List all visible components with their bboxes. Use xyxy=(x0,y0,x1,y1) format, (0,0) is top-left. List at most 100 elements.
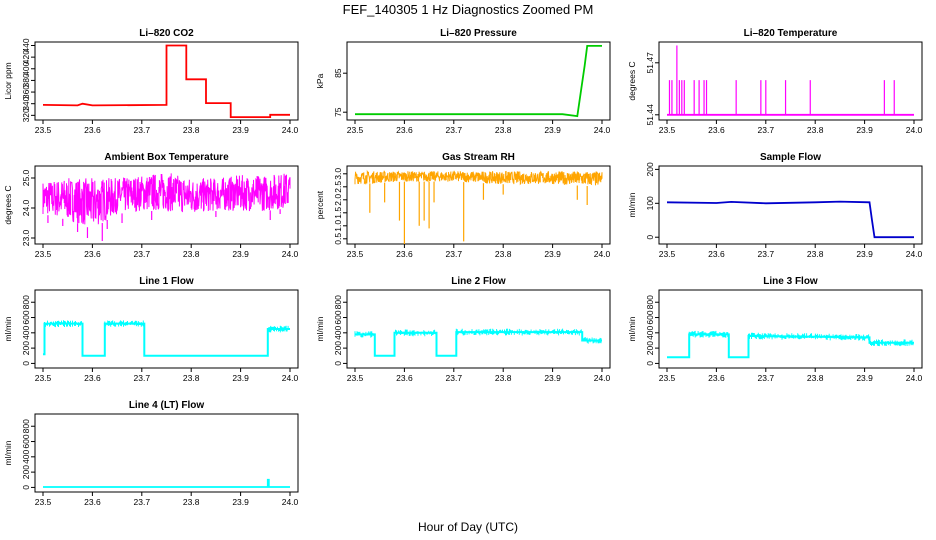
y-axis-label: ml/min xyxy=(3,316,13,341)
y-tick-label: 200 xyxy=(645,162,655,176)
panel-title: Line 2 Flow xyxy=(451,276,506,287)
y-axis-label: ml/min xyxy=(627,192,637,217)
x-tick-label: 23.6 xyxy=(708,373,725,383)
y-tick-label: 400 xyxy=(645,325,655,339)
x-tick-label: 23.6 xyxy=(84,497,101,507)
y-tick-label: 200 xyxy=(333,341,343,355)
x-tick-label: 23.8 xyxy=(807,125,824,135)
x-tick-label: 23.9 xyxy=(544,125,561,135)
x-tick-label: 23.5 xyxy=(347,125,364,135)
y-tick-label: 360 xyxy=(21,85,31,99)
x-tick-label: 23.6 xyxy=(396,373,413,383)
x-tick-label: 23.5 xyxy=(35,497,52,507)
y-tick-label: 600 xyxy=(21,310,31,324)
x-tick-label: 23.6 xyxy=(708,249,725,259)
y-tick-label: 25.0 xyxy=(21,169,31,186)
x-tick-label: 23.8 xyxy=(495,249,512,259)
x-tick-label: 24.0 xyxy=(282,249,299,259)
panel-8: Line 2 Flow 23.5 23.6 23.7 23.8 23.9 24.0 0 200 4… xyxy=(315,276,611,383)
y-tick-label: 440 xyxy=(21,38,31,52)
x-tick-label: 23.9 xyxy=(856,373,873,383)
y-tick-label: 0.5 xyxy=(333,233,343,245)
plot-frame xyxy=(34,413,299,493)
y-tick-label: 800 xyxy=(21,419,31,433)
x-tick-label: 23.5 xyxy=(659,249,676,259)
y-tick-label: 23.0 xyxy=(21,229,31,246)
x-tick-label: 23.8 xyxy=(807,249,824,259)
x-tick-label: 23.6 xyxy=(84,373,101,383)
x-tick-label: 23.8 xyxy=(183,373,200,383)
plot-frame xyxy=(34,165,299,245)
x-tick-label: 23.9 xyxy=(232,497,249,507)
y-tick-label: 380 xyxy=(21,73,31,87)
y-axis-label: ml/min xyxy=(3,440,13,465)
panel-title: Line 3 Flow xyxy=(763,276,818,287)
y-tick-label: 0 xyxy=(645,361,655,366)
x-tick-label: 23.8 xyxy=(183,249,200,259)
x-tick-label: 23.9 xyxy=(856,125,873,135)
x-tick-label: 23.7 xyxy=(446,125,463,135)
y-tick-label: 400 xyxy=(21,449,31,463)
y-tick-label: 51.44 xyxy=(645,104,655,126)
y-tick-label: 200 xyxy=(21,465,31,479)
x-tick-label: 24.0 xyxy=(282,373,299,383)
x-tick-label: 24.0 xyxy=(594,125,611,135)
x-tick-label: 23.8 xyxy=(183,125,200,135)
y-tick-label: 1.0 xyxy=(333,220,343,232)
y-tick-label: 24.0 xyxy=(21,199,31,216)
y-tick-label: 0 xyxy=(21,485,31,490)
x-tick-label: 23.5 xyxy=(35,249,52,259)
panel-title: Li–820 Temperature xyxy=(744,28,838,39)
panel-title: Li–820 Pressure xyxy=(440,28,517,39)
y-axis-label: Licor ppm xyxy=(3,62,13,99)
x-tick-label: 24.0 xyxy=(906,373,923,383)
series-line xyxy=(355,45,602,118)
series-line xyxy=(43,322,290,357)
y-tick-label: 2.0 xyxy=(333,194,343,206)
x-tick-label: 23.6 xyxy=(84,249,101,259)
x-tick-label: 24.0 xyxy=(282,497,299,507)
series-noise-band xyxy=(354,169,603,186)
y-tick-label: 400 xyxy=(21,325,31,339)
panel-1: Li–820 CO2 23.5 23.6 23.7 23.8 23.9 24.0 320340… xyxy=(3,28,299,135)
x-tick-label: 23.5 xyxy=(659,373,676,383)
x-tick-label: 23.9 xyxy=(232,125,249,135)
x-tick-label: 23.8 xyxy=(807,373,824,383)
panel-5: Gas Stream RH 23.5 23.6 23.7 23.8 23.9 24.0 0.5… xyxy=(315,152,611,259)
panel-title: Li–820 CO2 xyxy=(139,28,194,39)
y-tick-label: 200 xyxy=(645,341,655,355)
x-tick-label: 23.7 xyxy=(134,249,151,259)
x-tick-label: 23.7 xyxy=(758,249,775,259)
x-tick-label: 23.7 xyxy=(134,497,151,507)
series-line xyxy=(42,44,290,118)
y-tick-label: 200 xyxy=(21,341,31,355)
x-tick-label: 23.5 xyxy=(347,373,364,383)
x-tick-label: 23.8 xyxy=(183,497,200,507)
y-tick-label: 75 xyxy=(333,107,343,117)
y-tick-label: 600 xyxy=(333,310,343,324)
series-line xyxy=(666,200,914,239)
panel-grid: Li–820 CO2 23.5 23.6 23.7 23.8 23.9 24.0 320340… xyxy=(3,28,923,507)
x-tick-label: 23.5 xyxy=(659,125,676,135)
x-tick-label: 24.0 xyxy=(282,125,299,135)
x-tick-label: 23.6 xyxy=(84,125,101,135)
series-noise-band xyxy=(42,173,291,225)
x-tick-label: 23.9 xyxy=(232,373,249,383)
panel-10: Line 4 (LT) Flow 23.5 23.6 23.7 23.8 23.9 24.0… xyxy=(3,400,299,507)
panel-9: Line 3 Flow 23.5 23.6 23.7 23.8 23.9 24.0 0 200 4… xyxy=(627,276,923,383)
panel-3: Li–820 Temperature 23.5 23.6 23.7 23.8 23.9 24… xyxy=(627,28,923,135)
series-noise xyxy=(688,330,914,347)
x-tick-label: 23.6 xyxy=(708,125,725,135)
x-tick-label: 24.0 xyxy=(906,249,923,259)
series-line xyxy=(43,478,290,488)
x-tick-label: 23.7 xyxy=(134,125,151,135)
panel-title: Sample Flow xyxy=(760,152,821,163)
y-tick-label: 2.5 xyxy=(333,181,343,193)
y-tick-label: 1.5 xyxy=(333,207,343,219)
x-tick-label: 24.0 xyxy=(594,373,611,383)
plot-frame xyxy=(34,41,299,121)
x-tick-label: 23.5 xyxy=(35,125,52,135)
x-tick-label: 23.8 xyxy=(495,373,512,383)
y-tick-label: 85 xyxy=(333,68,343,78)
y-tick-label: 600 xyxy=(21,434,31,448)
